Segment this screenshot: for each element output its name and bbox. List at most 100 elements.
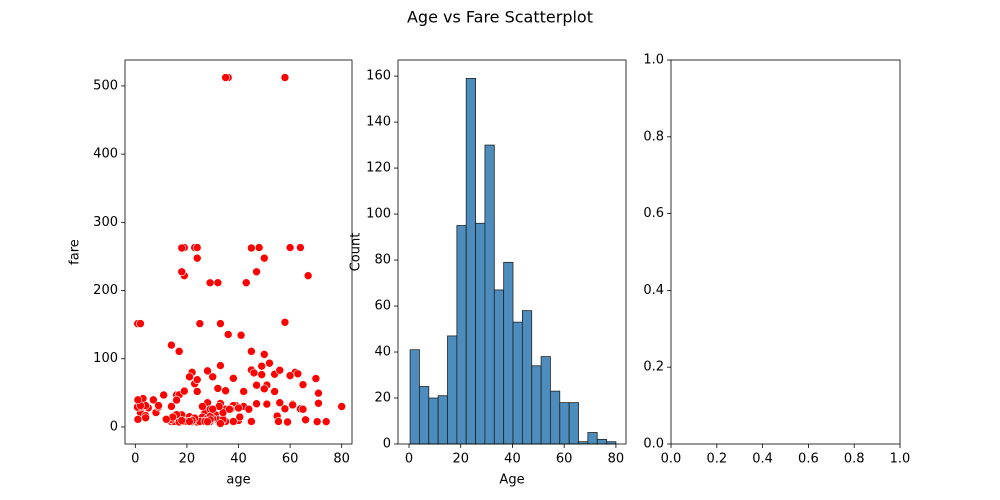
scatter-point — [314, 388, 323, 398]
scatter-point — [185, 372, 194, 382]
scatter-point — [257, 370, 267, 379]
y-tick-label: 100 — [93, 351, 118, 366]
scatter-point — [247, 347, 256, 356]
x-tick-label: 40 — [230, 452, 247, 467]
y-tick-label: 160 — [366, 69, 391, 84]
histogram-bar — [419, 386, 430, 445]
histogram-bar — [531, 365, 542, 445]
scatter-point — [185, 417, 194, 426]
y-tick-label: 0.2 — [643, 360, 664, 375]
histogram-bar — [521, 310, 533, 445]
scatter-point — [167, 402, 176, 411]
scatter-point — [203, 366, 212, 376]
scatter-point — [244, 404, 254, 414]
y-tick-label: 0 — [110, 419, 118, 434]
scatter-point — [259, 253, 269, 263]
scatter-point — [303, 271, 313, 280]
y-tick-label: 60 — [374, 299, 391, 314]
histogram-bar — [550, 390, 561, 445]
histogram-bar — [484, 144, 495, 445]
scatter-point — [136, 319, 145, 328]
y-tick-label: 200 — [93, 283, 118, 298]
scatter-point — [257, 361, 267, 371]
scatter-point — [298, 380, 308, 389]
scatter-point — [301, 415, 310, 425]
scatter-point — [192, 387, 202, 396]
scatter-point — [285, 243, 295, 252]
scatter-point — [205, 278, 215, 288]
histogram-bar — [437, 395, 448, 445]
scatter-point — [285, 371, 295, 380]
scatter-point — [174, 347, 184, 356]
scatter-point — [221, 73, 230, 82]
scatter-point — [298, 404, 308, 414]
scatter-point — [213, 278, 223, 287]
scatter-point — [192, 243, 202, 252]
scatter-point — [229, 374, 238, 383]
x-tick-label: 40 — [504, 452, 521, 467]
scatter-point — [235, 412, 245, 422]
scatter-point — [149, 395, 158, 405]
scatter-point — [234, 403, 243, 413]
y-tick-label: 0.8 — [643, 129, 664, 144]
x-tick-label: 0.6 — [798, 452, 819, 467]
histogram-bar — [428, 397, 439, 445]
x-tick-label: 0.8 — [844, 452, 865, 467]
scatter-point — [259, 350, 269, 359]
y-tick-label: 500 — [93, 78, 118, 93]
scatter-point — [288, 400, 297, 410]
x-tick-label: 0.4 — [752, 452, 773, 467]
y-tick-label: 40 — [374, 345, 391, 360]
y-axis-label: fare — [68, 239, 83, 265]
scatter-point — [283, 417, 292, 427]
scatter-point — [252, 399, 261, 409]
scatter-point — [225, 404, 234, 414]
x-tick-label: 1.0 — [890, 452, 911, 467]
scatter-point — [208, 372, 218, 382]
scatter-point — [159, 390, 168, 400]
scatter-point — [337, 402, 346, 411]
y-tick-label: 100 — [366, 207, 391, 222]
histogram-bar — [503, 261, 514, 445]
x-tick-label: 0 — [131, 452, 139, 467]
axes-frame — [397, 59, 627, 445]
x-tick-label: 0.0 — [661, 452, 682, 467]
figure-title: Age vs Fare Scatterplot — [407, 8, 593, 27]
scatter-point — [133, 395, 143, 405]
y-axis-label: Count — [349, 233, 364, 272]
scatter-point — [280, 404, 290, 414]
scatter-point — [262, 399, 272, 409]
scatter-point — [236, 330, 246, 340]
scatter-point — [247, 243, 256, 253]
x-tick-label: 20 — [452, 452, 469, 467]
y-tick-label: 0.4 — [643, 283, 664, 298]
scatter-point — [167, 340, 176, 350]
scatter-point — [198, 402, 207, 411]
y-tick-label: 0.0 — [643, 437, 664, 452]
scatter-point — [177, 416, 187, 425]
scatter-point — [280, 317, 290, 327]
histogram-bar — [465, 77, 476, 445]
scatter-point — [270, 387, 279, 396]
y-tick-label: 300 — [93, 215, 118, 230]
x-tick-label: 0 — [405, 452, 413, 467]
y-tick-label: 140 — [366, 115, 391, 130]
scatter-point — [259, 384, 269, 394]
scatter-point — [213, 384, 223, 393]
scatter-point — [312, 417, 322, 426]
scatter-point — [195, 319, 205, 328]
y-tick-label: 120 — [366, 161, 391, 176]
histogram-bar — [559, 402, 570, 445]
scatter-point — [192, 375, 202, 384]
x-tick-label: 80 — [333, 452, 350, 467]
histogram-bar — [540, 356, 551, 445]
histogram-bar — [409, 349, 420, 445]
scatter-point — [249, 368, 259, 378]
histogram-bar — [456, 225, 467, 445]
scatter-point — [192, 253, 202, 263]
histogram-bar — [475, 222, 486, 445]
histogram-bar — [493, 289, 505, 445]
scatter-point — [172, 395, 181, 405]
scatter-point — [265, 358, 274, 368]
scatter-point — [239, 387, 248, 396]
